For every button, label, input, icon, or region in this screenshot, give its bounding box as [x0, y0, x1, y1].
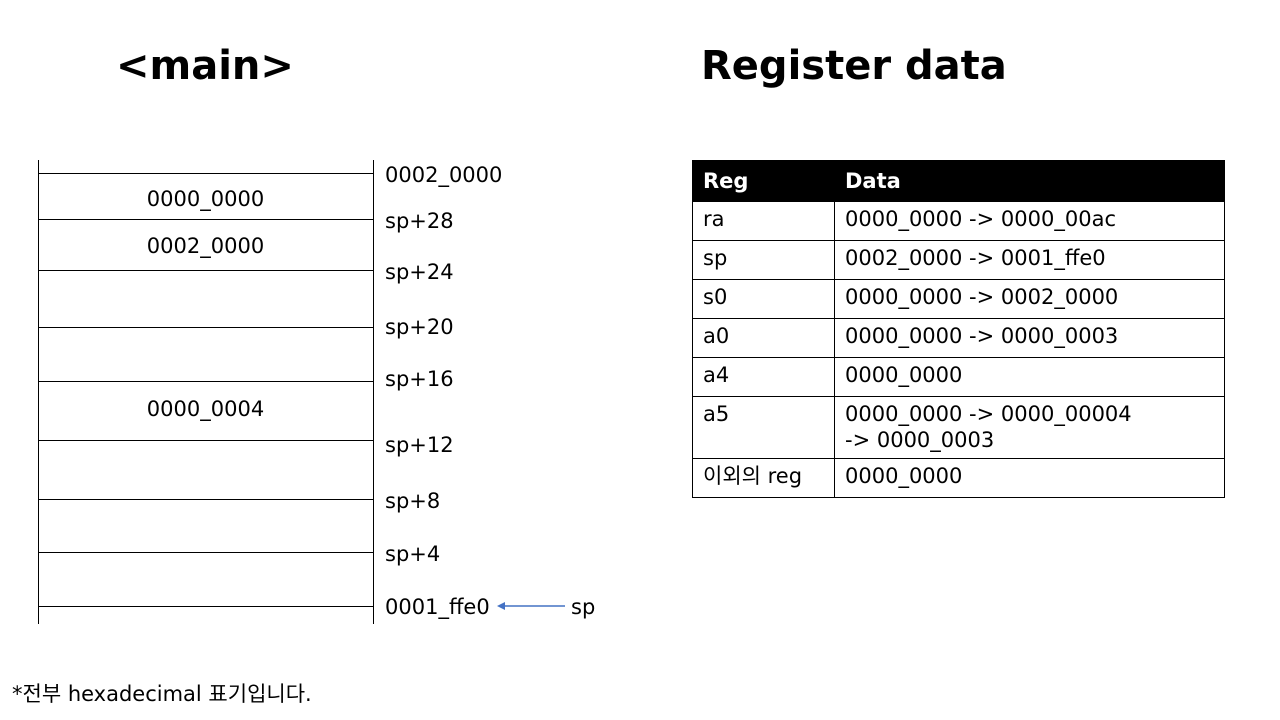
- stack-divider: [38, 173, 373, 174]
- table-row: ra 0000_0000 -> 0000_00ac: [692, 201, 1225, 241]
- reg-name: ra: [692, 201, 835, 241]
- table-row: sp 0002_0000 -> 0001_ffe0: [692, 240, 1225, 280]
- reg-data-line: 0000_0000: [845, 363, 963, 387]
- reg-data-line: 0000_0000 -> 0002_0000: [845, 285, 1119, 309]
- reg-name: sp: [692, 240, 835, 280]
- reg-data: 0000_0000 -> 0000_00ac: [834, 201, 1225, 241]
- stack-divider: [38, 327, 373, 328]
- stack-right-border: [373, 160, 374, 624]
- register-table-header: Reg Data: [692, 160, 1225, 202]
- reg-name: a0: [692, 318, 835, 358]
- reg-data-line: -> 0000_0003: [845, 428, 995, 453]
- register-table: Reg Data ra 0000_0000 -> 0000_00ac sp 00…: [692, 160, 1225, 498]
- stack-offset-label: sp+12: [385, 433, 454, 457]
- table-row: a0 0000_0000 -> 0000_0003: [692, 318, 1225, 358]
- stack-offset-label: sp+16: [385, 367, 454, 391]
- stack-cell-value: 0000_0004: [146, 397, 265, 421]
- reg-data: 0000_0000: [834, 457, 1225, 498]
- reg-data: 0000_0000 -> 0002_0000: [834, 279, 1225, 319]
- sp-arrow-icon: [497, 602, 565, 610]
- stack-divider: [38, 606, 373, 607]
- reg-data: 0002_0000 -> 0001_ffe0: [834, 240, 1225, 280]
- table-row: a5 0000_0000 -> 0000_00004 -> 0000_0003: [692, 396, 1225, 459]
- reg-data: 0000_0000: [834, 357, 1225, 397]
- stack-divider: [38, 219, 373, 220]
- stack-cell-value: 0000_0000: [146, 187, 265, 211]
- reg-data-line: 0000_0000: [845, 463, 963, 488]
- table-row: a4 0000_0000: [692, 357, 1225, 397]
- stack-offset-label: sp+8: [385, 489, 441, 513]
- stack-offset-label: sp+20: [385, 315, 454, 339]
- stack-top-address: 0002_0000: [385, 163, 503, 187]
- data-column-header: Data: [834, 160, 1225, 202]
- table-row: s0 0000_0000 -> 0002_0000: [692, 279, 1225, 319]
- stack-offset-label: sp+24: [385, 260, 454, 284]
- reg-data-line: 0000_0000 -> 0000_00004: [845, 402, 1132, 426]
- reg-data: 0000_0000 -> 0000_00004 -> 0000_0003: [834, 396, 1225, 459]
- stack-divider: [38, 270, 373, 271]
- stack-divider: [38, 499, 373, 500]
- reg-name: a4: [692, 357, 835, 397]
- stack-divider: [38, 440, 373, 441]
- register-title: Register data: [701, 43, 1007, 89]
- stack-left-border: [38, 160, 39, 624]
- stack-offset-label: sp+28: [385, 209, 454, 233]
- reg-column-header: Reg: [692, 160, 835, 202]
- stack-divider: [38, 552, 373, 553]
- sp-pointer-label: sp: [571, 595, 596, 619]
- reg-data-line: 0002_0000 -> 0001_ffe0: [845, 246, 1106, 270]
- stack-offset-label: sp+4: [385, 542, 441, 566]
- reg-name: 이외의 reg: [692, 457, 835, 498]
- stack-pointer-address: 0001_ffe0: [385, 595, 490, 619]
- footnote: *전부 hexadecimal 표기입니다.: [12, 682, 312, 706]
- reg-name: s0: [692, 279, 835, 319]
- stack-cell-value: 0002_0000: [146, 234, 265, 258]
- reg-data-line: 0000_0000 -> 0000_0003: [845, 324, 1119, 348]
- stack-title: <main>: [116, 43, 294, 89]
- stack-divider: [38, 381, 373, 382]
- table-row: 이외의 reg 0000_0000: [692, 457, 1225, 498]
- reg-name: a5: [692, 396, 835, 459]
- reg-data: 0000_0000 -> 0000_0003: [834, 318, 1225, 358]
- reg-data-line: 0000_0000 -> 0000_00ac: [845, 207, 1116, 231]
